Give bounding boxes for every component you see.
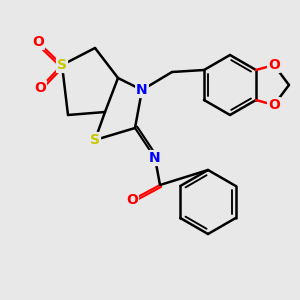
Text: O: O xyxy=(268,58,280,72)
Text: N: N xyxy=(136,83,148,97)
Text: O: O xyxy=(126,193,138,207)
Text: O: O xyxy=(34,81,46,95)
Text: O: O xyxy=(268,98,280,112)
Text: S: S xyxy=(57,58,67,72)
Text: O: O xyxy=(32,35,44,49)
Text: N: N xyxy=(149,151,161,165)
Text: S: S xyxy=(90,133,100,147)
